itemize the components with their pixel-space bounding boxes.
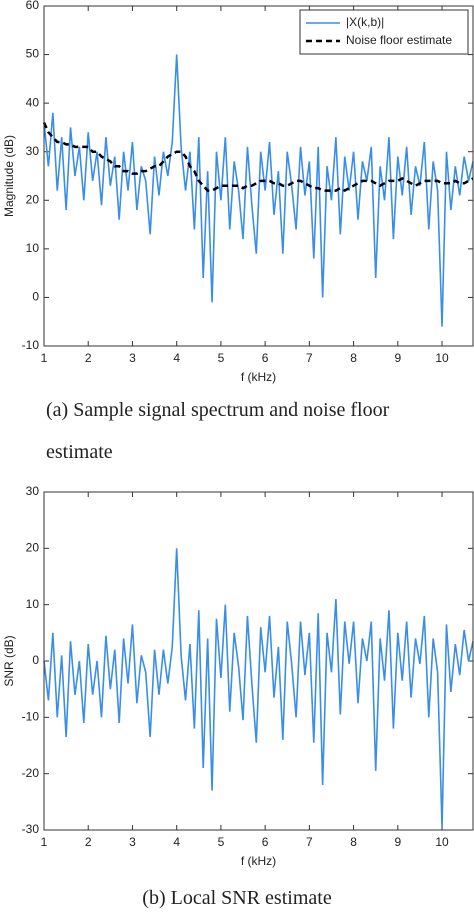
- x-tick-label: 2: [85, 351, 92, 365]
- x-tick-label: 10: [435, 351, 449, 365]
- x-tick-label: 7: [306, 835, 313, 849]
- y-tick-label: 20: [26, 192, 40, 206]
- caption: (b) Local SNR estimate: [142, 887, 332, 909]
- caption: (a) Sample signal spectrum and noise flo…: [46, 399, 390, 463]
- data-line: [42, 122, 474, 192]
- legend-label: Noise floor estimate: [346, 33, 452, 47]
- y-tick-label: 10: [26, 241, 40, 255]
- y-tick-label: 60: [26, 0, 40, 12]
- x-tick-label: 2: [85, 835, 92, 849]
- x-tick-label: 9: [394, 351, 401, 365]
- x-axis-label: f (kHz): [241, 854, 276, 868]
- x-tick-label: 9: [394, 835, 401, 849]
- x-tick-label: 5: [218, 351, 225, 365]
- x-tick-label: 6: [262, 835, 269, 849]
- y-tick-label: 30: [26, 484, 40, 498]
- y-tick-label: 50: [26, 47, 40, 61]
- y-tick-label: -10: [22, 710, 40, 724]
- x-tick-label: 6: [262, 351, 269, 365]
- axes-box: [43, 5, 474, 347]
- y-tick-label: 20: [26, 541, 40, 555]
- x-tick-label: 5: [218, 835, 225, 849]
- y-tick-label: -20: [22, 766, 40, 780]
- y-axis-label: Magnitude (dB): [2, 135, 16, 217]
- y-tick-label: 30: [26, 144, 40, 158]
- y-tick-label: -30: [22, 822, 40, 836]
- data-line: [43, 548, 474, 828]
- x-tick-label: 3: [129, 351, 136, 365]
- x-tick-label: 4: [173, 835, 180, 849]
- x-tick-label: 4: [173, 351, 180, 365]
- x-tick-label: 1: [41, 835, 48, 849]
- x-tick-label: 1: [41, 351, 48, 365]
- x-tick-label: 3: [129, 835, 136, 849]
- x-axis-label: f (kHz): [241, 370, 276, 384]
- axes-box: [43, 491, 474, 831]
- y-tick-label: 40: [26, 95, 40, 109]
- y-tick-label: -10: [22, 338, 40, 352]
- x-tick-label: 8: [350, 351, 357, 365]
- y-tick-label: 10: [26, 597, 40, 611]
- y-tick-label: 0: [32, 290, 39, 304]
- y-tick-label: 0: [32, 653, 39, 667]
- x-tick-label: 8: [350, 835, 357, 849]
- data-line: [43, 54, 474, 327]
- legend-label: |X(k,b)|: [346, 15, 384, 29]
- legend-box: [299, 9, 469, 55]
- x-tick-label: 10: [435, 835, 449, 849]
- y-axis-label: SNR (dB): [2, 635, 16, 686]
- x-tick-label: 7: [306, 351, 313, 365]
